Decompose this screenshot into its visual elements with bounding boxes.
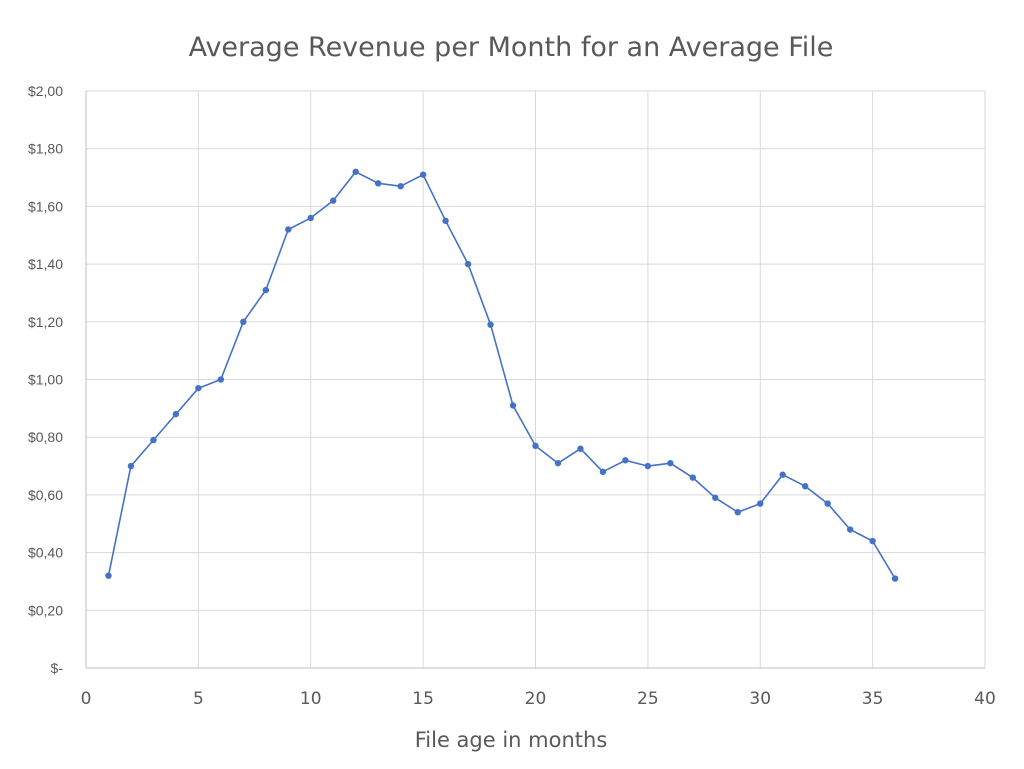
x-tick-label: 5 (193, 689, 204, 709)
y-tick-label: $- (51, 660, 64, 676)
data-point (824, 500, 831, 507)
x-axis-label: File age in months (415, 728, 608, 752)
data-point (622, 457, 629, 464)
data-point (599, 468, 607, 476)
data-point (644, 462, 652, 470)
x-tick-labels: 0 5 10 15 20 25 30 35 40 (81, 689, 996, 709)
data-point (712, 494, 719, 501)
x-tick-label: 25 (637, 689, 659, 709)
data-point (487, 321, 494, 328)
data-point (577, 445, 584, 452)
data-point (352, 168, 359, 175)
data-point (802, 483, 809, 490)
data-point (869, 537, 876, 545)
data-point (307, 214, 314, 222)
data-point (757, 500, 764, 507)
x-tick-label: 0 (81, 689, 92, 709)
y-tick-labels: $- $0,20 $0,40 $0,60 $0,80 $1,00 $1,20 $1,40 $1,… (28, 83, 63, 676)
y-tick-label: $1,60 (28, 198, 63, 214)
data-point (330, 197, 337, 204)
data-point (554, 459, 562, 467)
data-point (105, 572, 112, 579)
axes (85, 91, 985, 669)
y-tick-label: $0,60 (28, 487, 63, 503)
data-point (532, 442, 539, 450)
data-point (779, 471, 786, 478)
y-tick-label: $0,40 (28, 545, 63, 561)
y-tick-label: $2,00 (28, 83, 63, 99)
x-tick-label: 10 (300, 689, 322, 709)
data-point (285, 226, 292, 233)
data-point (442, 217, 449, 225)
gridlines (86, 90, 986, 668)
data-point (127, 462, 135, 470)
data-point (397, 183, 404, 190)
data-point (734, 509, 741, 516)
data-point (150, 436, 157, 444)
data-point (509, 402, 517, 409)
data-point (464, 260, 472, 268)
data-point (689, 474, 697, 481)
data-series (105, 168, 899, 582)
y-tick-label: $0,20 (28, 602, 63, 618)
x-tick-label: 30 (749, 689, 771, 709)
x-tick-label: 40 (974, 689, 996, 709)
series-line (107, 171, 896, 580)
y-tick-label: $1,20 (28, 314, 63, 330)
data-point (217, 376, 225, 383)
data-point (419, 171, 427, 178)
data-point (374, 180, 382, 187)
y-tick-label: $1,40 (28, 256, 63, 272)
x-tick-label: 35 (862, 689, 884, 709)
y-tick-label: $1,00 (28, 372, 63, 388)
data-point (240, 318, 247, 325)
data-point (891, 575, 899, 582)
y-tick-label: $0,80 (28, 429, 63, 445)
x-tick-label: 20 (525, 689, 547, 709)
chart-title: Average Revenue per Month for an Average… (189, 32, 834, 63)
y-tick-label: $1,80 (28, 141, 63, 157)
data-point (172, 410, 180, 418)
data-point (195, 384, 202, 392)
data-point (667, 459, 674, 467)
x-tick-label: 15 (412, 689, 434, 709)
data-point (846, 526, 854, 533)
data-point (262, 286, 269, 294)
